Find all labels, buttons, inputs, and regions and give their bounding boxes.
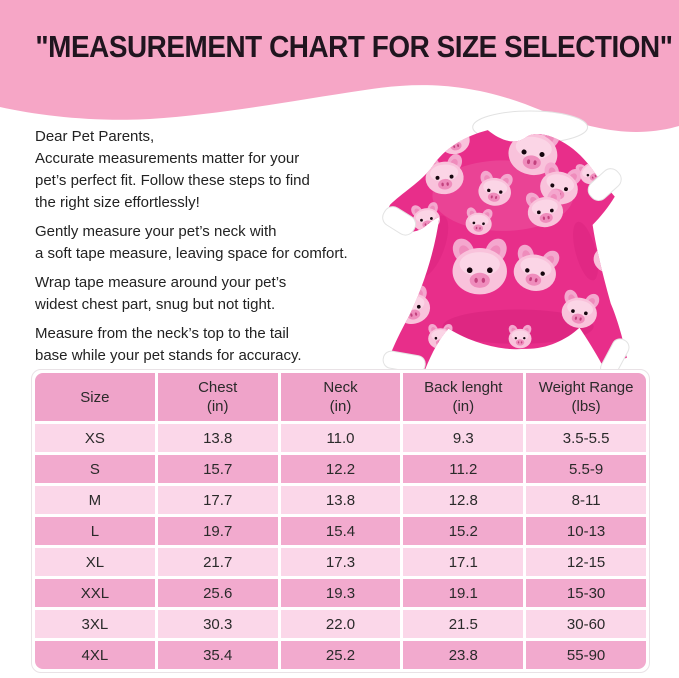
pig-face-icon [385, 250, 417, 288]
size-cell: XL [35, 548, 155, 576]
measurement-cell: 35.4 [157, 641, 278, 669]
pajama-cuff [382, 350, 426, 370]
measurement-cell: 15.4 [280, 517, 401, 545]
measurement-cell: 30.3 [157, 610, 278, 638]
size-chart-table: Size Chest (in) Neck (in) Back lenght (in) Weig… [32, 370, 649, 672]
measurement-cell: 11.2 [403, 455, 524, 483]
measurement-cell: 8-11 [526, 486, 646, 514]
measurement-cell: 13.8 [280, 486, 401, 514]
intro-paragraph: Dear Pet Parents, Accurate measurements … [35, 128, 310, 211]
measurement-cell: 9.3 [403, 424, 524, 452]
pajama-cuff [587, 168, 622, 201]
measurement-cell: 23.8 [403, 641, 524, 669]
table-row: XXL 25.6 19.3 19.1 15-30 [35, 579, 646, 607]
header-banner: "MEASUREMENT CHART FOR SIZE SELECTION" [0, 0, 679, 145]
measurement-cell: 3.5-5.5 [526, 424, 646, 452]
measurement-cell: 5.5-9 [526, 455, 646, 483]
measurement-cell: 15.2 [403, 517, 524, 545]
intro-paragraph: Wrap tape measure around your pet’s wide… [35, 274, 287, 313]
size-cell: M [35, 486, 155, 514]
size-cell: XS [35, 424, 155, 452]
intro-paragraph: Measure from the neck’s top to the tail … [35, 325, 302, 364]
measurement-cell: 21.5 [403, 610, 524, 638]
table-row: M 17.7 13.8 12.8 8-11 [35, 486, 646, 514]
measurement-cell: 22.0 [280, 610, 401, 638]
measuring-instructions: Dear Pet Parents, Accurate measurements … [35, 126, 380, 374]
measurement-cell: 12-15 [526, 548, 646, 576]
measurement-cell: 17.3 [280, 548, 401, 576]
size-cell: XXL [35, 579, 155, 607]
measurement-cell: 13.8 [157, 424, 278, 452]
column-header: Weight Range (lbs) [526, 373, 646, 421]
intro-paragraph: Gently measure your pet’s neck with a so… [35, 223, 348, 262]
measurement-cell: 19.3 [280, 579, 401, 607]
measurement-cell: 19.1 [403, 579, 524, 607]
column-header: Chest (in) [157, 373, 278, 421]
pajama-cuff [382, 206, 417, 236]
table-row: XS 13.8 11.0 9.3 3.5-5.5 [35, 424, 646, 452]
column-header: Back lenght (in) [403, 373, 524, 421]
table-row: 3XL 30.3 22.0 21.5 30-60 [35, 610, 646, 638]
banner-wave-shape [0, 0, 679, 132]
column-header: Size [35, 373, 155, 421]
size-cell: 3XL [35, 610, 155, 638]
measurement-cell: 17.1 [403, 548, 524, 576]
measurement-cell: 25.2 [280, 641, 401, 669]
size-cell: 4XL [35, 641, 155, 669]
page-title: "MEASUREMENT CHART FOR SIZE SELECTION" [35, 29, 673, 64]
column-header: Neck (in) [280, 373, 401, 421]
measurement-cell: 19.7 [157, 517, 278, 545]
size-cell: L [35, 517, 155, 545]
table-row: L 19.7 15.4 15.2 10-13 [35, 517, 646, 545]
size-chart-header-row: Size Chest (in) Neck (in) Back lenght (in) Weig… [35, 373, 646, 421]
size-chart-body: XS 13.8 11.0 9.3 3.5-5.5 S 15.7 12.2 11.2 5.5-9 M 1… [35, 424, 646, 669]
size-chart: Size Chest (in) Neck (in) Back lenght (in) Weig… [31, 369, 650, 673]
table-row: 4XL 35.4 25.2 23.8 55-90 [35, 641, 646, 669]
pajama-product-photo [382, 110, 644, 370]
size-cell: S [35, 455, 155, 483]
measurement-cell: 15-30 [526, 579, 646, 607]
measurement-cell: 12.2 [280, 455, 401, 483]
pig-pattern-pajama [382, 110, 630, 370]
measurement-cell: 25.6 [157, 579, 278, 607]
measurement-cell: 21.7 [157, 548, 278, 576]
measurement-cell: 30-60 [526, 610, 646, 638]
measurement-cell: 15.7 [157, 455, 278, 483]
table-row: S 15.7 12.2 11.2 5.5-9 [35, 455, 646, 483]
measurement-cell: 17.7 [157, 486, 278, 514]
measurement-cell: 11.0 [280, 424, 401, 452]
measurement-cell: 12.8 [403, 486, 524, 514]
pajama-cuff [600, 338, 630, 370]
measurement-cell: 10-13 [526, 517, 646, 545]
measurement-cell: 55-90 [526, 641, 646, 669]
table-row: XL 21.7 17.3 17.1 12-15 [35, 548, 646, 576]
